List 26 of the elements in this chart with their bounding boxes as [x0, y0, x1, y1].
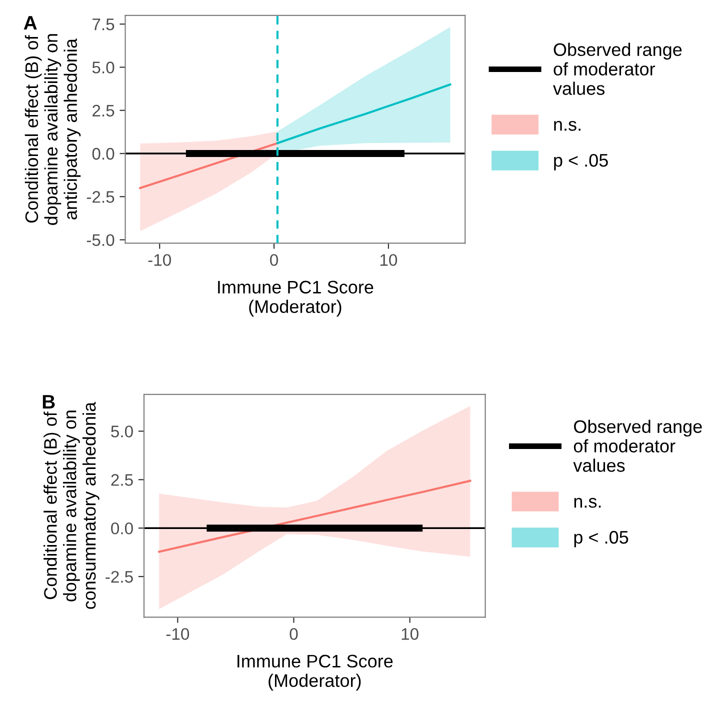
legend-label: Observed range of moderator values	[573, 420, 702, 472]
x-axis-title: Immune PC1 Score (Moderator)	[238, 654, 393, 691]
x-tick-label: 10	[380, 254, 398, 266]
y-tick-label: 2.5	[111, 474, 133, 486]
x-tick-label: 0	[270, 254, 278, 266]
legend-label: n.s.	[574, 498, 601, 508]
y-tick-label: 0.0	[111, 522, 133, 534]
x-tick-label: -10	[148, 254, 171, 266]
x-tick-label: 10	[402, 628, 418, 640]
y-tick-label: 5.0	[111, 426, 133, 438]
y-tick-label: -5.0	[86, 234, 114, 246]
legend-label: Observed range of moderator values	[553, 42, 682, 95]
y-tick-label: 7.5	[92, 18, 114, 30]
y-tick-label: 5.0	[92, 62, 114, 74]
legend-label: p < .05	[574, 530, 628, 548]
legend-label: n.s.	[554, 120, 580, 131]
y-tick-label: -2.5	[86, 191, 114, 203]
y-tick-label: -2.5	[106, 570, 133, 583]
legend-label: p < .05	[554, 154, 608, 170]
x-tick-label: -10	[166, 628, 190, 640]
x-tick-label: 0	[290, 628, 298, 640]
x-axis-title: Immune PC1 Score (Moderator)	[218, 280, 374, 317]
y-tick-label: 0.0	[92, 148, 114, 160]
y-axis-title: Conditional effect (B) of dopamine availability on anticipatory anhedonia	[24, 34, 81, 225]
chart-title: A	[24, 16, 37, 30]
y-tick-label: 2.5	[92, 104, 114, 117]
